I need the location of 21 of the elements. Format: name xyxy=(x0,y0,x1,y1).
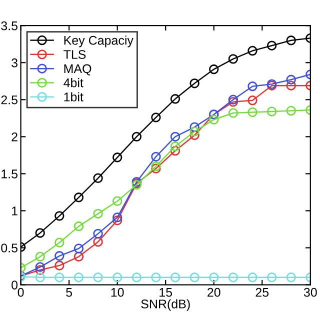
legend-label: MAQ xyxy=(64,64,92,76)
legend-label: 1bit xyxy=(64,92,84,102)
x-tick-label: 0 xyxy=(18,288,24,297)
x-tick-label: 15 xyxy=(160,288,172,297)
y-tick-label: 3.5 xyxy=(1,21,18,30)
x-tick-label: 5 xyxy=(66,288,72,297)
x-tick-label: 10 xyxy=(111,288,124,297)
y-tick-label: 1 xyxy=(12,206,18,216)
y-tick-label: 2.5 xyxy=(1,95,18,104)
x-tick-label: 20 xyxy=(208,288,220,297)
y-tick-label: 0.5 xyxy=(1,244,18,252)
legend-label: TLS xyxy=(64,50,86,59)
x-tick-label: 25 xyxy=(256,288,269,297)
y-tick-label: 2 xyxy=(12,132,18,142)
y-tick-label: 3 xyxy=(12,58,18,68)
legend-label: Key Capaciy xyxy=(64,36,134,48)
y-tick-label: 0 xyxy=(12,280,18,290)
y-tick-label: 1.5 xyxy=(2,170,18,178)
x-tick-label: 30 xyxy=(304,288,317,297)
legend-label: 4bit xyxy=(64,78,84,88)
x-axis-title: SNR(dB) xyxy=(141,299,190,311)
